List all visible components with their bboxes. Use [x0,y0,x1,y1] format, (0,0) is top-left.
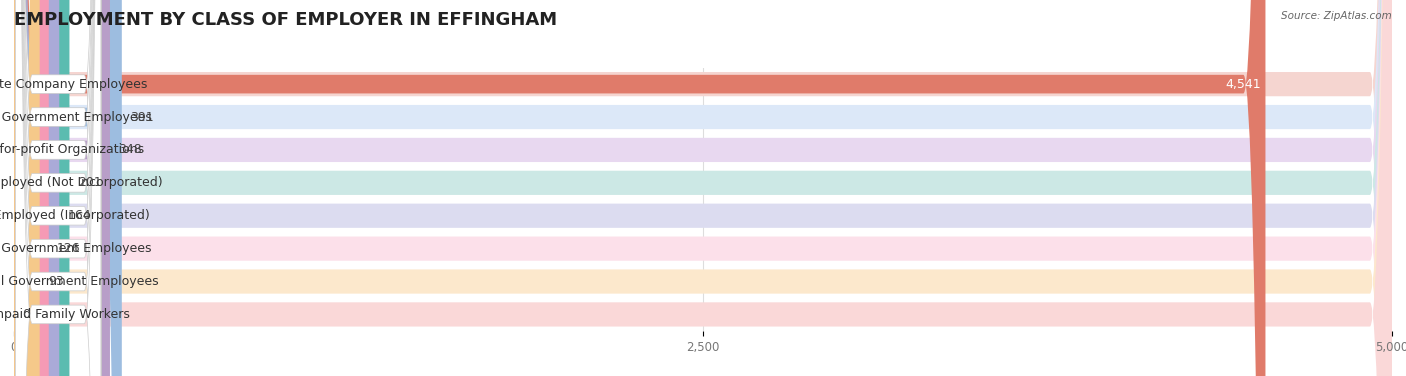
FancyBboxPatch shape [14,0,1392,376]
Text: State Government Employees: State Government Employees [0,242,152,255]
Text: Source: ZipAtlas.com: Source: ZipAtlas.com [1281,11,1392,21]
Text: EMPLOYMENT BY CLASS OF EMPLOYER IN EFFINGHAM: EMPLOYMENT BY CLASS OF EMPLOYER IN EFFIN… [14,11,557,29]
Text: Self-Employed (Not Incorporated): Self-Employed (Not Incorporated) [0,176,163,190]
Text: 4,541: 4,541 [1226,77,1261,91]
FancyBboxPatch shape [14,0,1392,376]
Text: 93: 93 [48,275,63,288]
FancyBboxPatch shape [14,0,1392,376]
FancyBboxPatch shape [14,0,1392,376]
FancyBboxPatch shape [15,0,101,376]
Text: Not-for-profit Organizations: Not-for-profit Organizations [0,143,143,156]
FancyBboxPatch shape [14,0,1392,376]
Text: Private Company Employees: Private Company Employees [0,77,148,91]
FancyBboxPatch shape [14,0,1392,376]
Text: 164: 164 [67,209,91,222]
FancyBboxPatch shape [14,0,69,376]
FancyBboxPatch shape [14,0,110,376]
FancyBboxPatch shape [14,0,59,376]
FancyBboxPatch shape [14,0,1265,376]
FancyBboxPatch shape [14,0,1392,376]
FancyBboxPatch shape [15,0,101,376]
Text: 126: 126 [58,242,80,255]
Text: Local Government Employees: Local Government Employees [0,111,152,124]
FancyBboxPatch shape [14,0,39,376]
Text: Self-Employed (Incorporated): Self-Employed (Incorporated) [0,209,150,222]
FancyBboxPatch shape [15,0,101,376]
Text: 348: 348 [118,143,142,156]
FancyBboxPatch shape [14,0,122,376]
Text: 201: 201 [77,176,101,190]
Text: Unpaid Family Workers: Unpaid Family Workers [0,308,129,321]
FancyBboxPatch shape [15,0,101,376]
FancyBboxPatch shape [15,0,101,376]
Text: Federal Government Employees: Federal Government Employees [0,275,159,288]
FancyBboxPatch shape [15,0,101,376]
Text: 391: 391 [131,111,153,124]
FancyBboxPatch shape [15,0,101,376]
Text: 0: 0 [22,308,31,321]
FancyBboxPatch shape [14,0,49,376]
FancyBboxPatch shape [14,0,1392,376]
FancyBboxPatch shape [15,0,101,376]
